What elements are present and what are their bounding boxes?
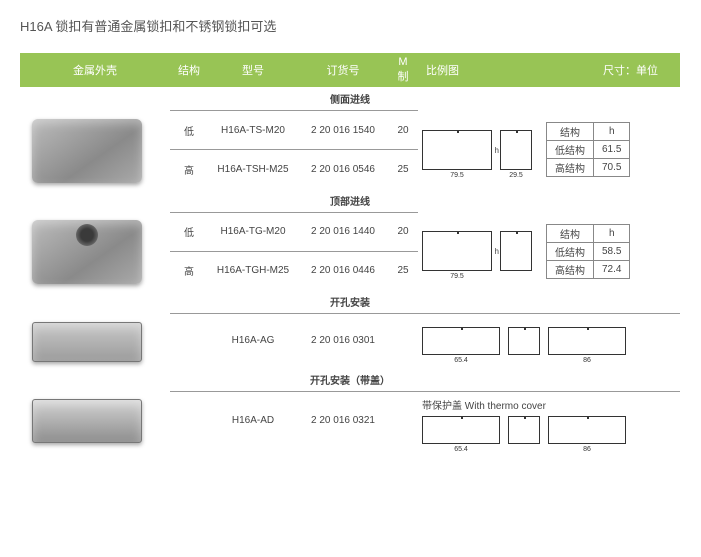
cell-struct bbox=[170, 314, 208, 368]
product-photo bbox=[32, 322, 142, 362]
section-label: 顶部进线 bbox=[20, 189, 680, 213]
cell-m bbox=[388, 314, 418, 368]
cover-label: 带保护盖 With thermo cover bbox=[422, 397, 676, 412]
section-label: 侧面进线 bbox=[20, 87, 680, 111]
product-photo-cell bbox=[20, 212, 170, 290]
cell-model: H16A-TGH-M25 bbox=[208, 251, 298, 290]
table-row: 低H16A-TS-M202 20 016 154020 79.5 h 29.5 … bbox=[20, 111, 680, 150]
product-photo-cell bbox=[20, 391, 170, 449]
table-row: H16A-AG 2 20 016 0301 65.4 86 bbox=[20, 314, 680, 368]
cell-m bbox=[388, 391, 418, 449]
table-row: 低H16A-TG-M202 20 016 144020 79.5 h 结构h 低… bbox=[20, 212, 680, 251]
table-row: H16A-AD 2 20 016 0321 带保护盖 With thermo c… bbox=[20, 391, 680, 449]
th-diagram-label: 比例图 bbox=[426, 65, 459, 77]
th-shell: 金属外壳 bbox=[20, 53, 170, 87]
cell-order: 2 20 016 0301 bbox=[298, 314, 388, 368]
schematic-front: 79.5 h bbox=[422, 231, 492, 271]
panel-schematic-top: 65.4 bbox=[422, 327, 500, 355]
cell-order: 2 20 016 0321 bbox=[298, 391, 388, 449]
panel-schematic-front: 86 bbox=[548, 416, 626, 444]
panel-schematic-side bbox=[508, 416, 540, 444]
panel-schematic-top: 65.4 bbox=[422, 416, 500, 444]
cell-model: H16A-TS-M20 bbox=[208, 111, 298, 150]
product-photo bbox=[32, 220, 142, 284]
product-table: 金属外壳 结构 型号 订货号 M 制 比例图 尺寸：单位 侧面进线 低H16A-… bbox=[20, 53, 680, 449]
section-label: 开孔安装（带盖） bbox=[20, 368, 680, 392]
product-photo-cell bbox=[20, 111, 170, 189]
cell-m: 20 bbox=[388, 111, 418, 150]
product-photo-cell bbox=[20, 314, 170, 368]
cell-model: H16A-TG-M20 bbox=[208, 212, 298, 251]
cell-struct: 低 bbox=[170, 212, 208, 251]
schematic-side bbox=[500, 231, 532, 271]
cell-m: 25 bbox=[388, 251, 418, 290]
cell-model: H16A-TSH-M25 bbox=[208, 150, 298, 189]
th-dim-label: 尺寸：单位 bbox=[603, 62, 676, 78]
panel-schematic-side bbox=[508, 327, 540, 355]
cell-model: H16A-AD bbox=[208, 391, 298, 449]
header-row: 金属外壳 结构 型号 订货号 M 制 比例图 尺寸：单位 bbox=[20, 53, 680, 87]
th-struct: 结构 bbox=[170, 53, 208, 87]
th-diagram: 比例图 尺寸：单位 bbox=[418, 53, 680, 87]
diagram-cell: 79.5 h 29.5 结构h 低结构61.5 高结构70.5 bbox=[418, 111, 680, 189]
product-photo bbox=[32, 399, 142, 443]
diagram-cell: 65.4 86 bbox=[418, 314, 680, 368]
schematic-side: 29.5 bbox=[500, 130, 532, 170]
th-m: M 制 bbox=[388, 53, 418, 87]
cell-struct: 低 bbox=[170, 111, 208, 150]
cell-struct: 高 bbox=[170, 150, 208, 189]
cell-m: 25 bbox=[388, 150, 418, 189]
page-title: H16A 锁扣有普通金属锁扣和不锈钢锁扣可选 bbox=[20, 16, 681, 35]
spec-table: 结构h 低结构58.5 高结构72.4 bbox=[546, 224, 630, 279]
cell-order: 2 20 016 1440 bbox=[298, 212, 388, 251]
diagram-cell: 带保护盖 With thermo cover 65.4 86 bbox=[418, 391, 680, 449]
th-model: 型号 bbox=[208, 53, 298, 87]
th-order: 订货号 bbox=[298, 53, 388, 87]
cell-order: 2 20 016 0546 bbox=[298, 150, 388, 189]
schematic-front: 79.5 h bbox=[422, 130, 492, 170]
panel-schematic-front: 86 bbox=[548, 327, 626, 355]
cell-struct: 高 bbox=[170, 251, 208, 290]
spec-table: 结构h 低结构61.5 高结构70.5 bbox=[546, 122, 630, 177]
product-photo bbox=[32, 119, 142, 183]
cell-order: 2 20 016 0446 bbox=[298, 251, 388, 290]
cell-order: 2 20 016 1540 bbox=[298, 111, 388, 150]
diagram-cell: 79.5 h 结构h 低结构58.5 高结构72.4 bbox=[418, 212, 680, 290]
cell-model: H16A-AG bbox=[208, 314, 298, 368]
section-label: 开孔安装 bbox=[20, 290, 680, 314]
cell-m: 20 bbox=[388, 212, 418, 251]
cell-struct bbox=[170, 391, 208, 449]
